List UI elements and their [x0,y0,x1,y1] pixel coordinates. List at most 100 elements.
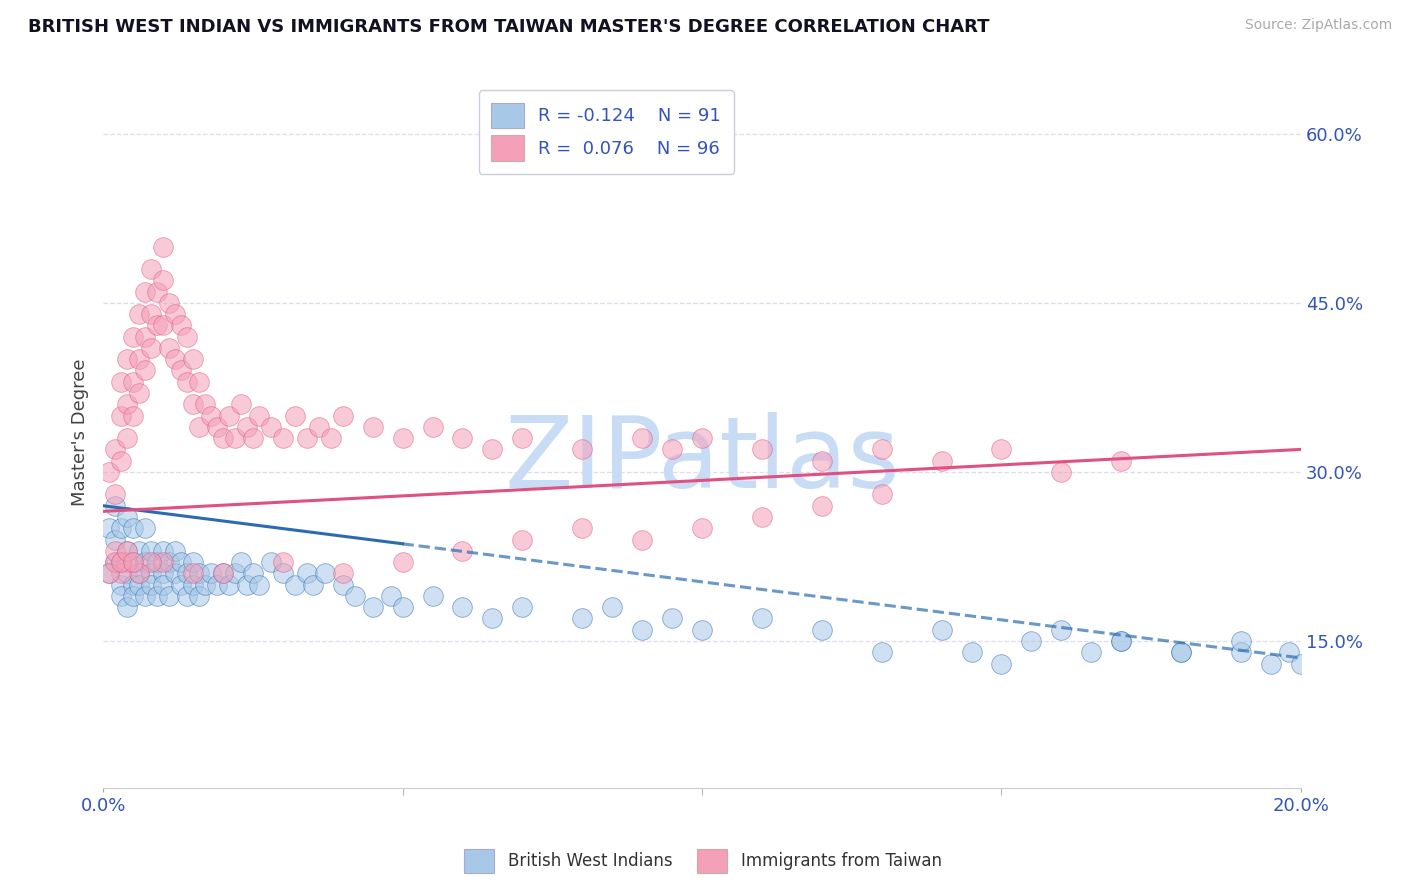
Point [422,420,444,434]
Point [810,499,832,513]
Point [990,442,1012,457]
Point [661,442,683,457]
Point [134,521,156,535]
Point [451,431,474,445]
Point [481,611,503,625]
Point [1109,634,1132,648]
Point [115,431,138,445]
Point [212,566,235,581]
Point [751,442,773,457]
Point [194,397,217,411]
Point [242,566,264,581]
Point [152,555,174,569]
Point [361,420,384,434]
Point [224,431,246,445]
Legend: R = -0.124    N = 91, R =  0.076    N = 96: R = -0.124 N = 91, R = 0.076 N = 96 [478,90,734,174]
Point [128,386,150,401]
Point [104,442,127,457]
Text: Source: ZipAtlas.com: Source: ZipAtlas.com [1244,18,1392,32]
Point [247,577,270,591]
Point [990,657,1012,671]
Point [451,544,474,558]
Text: BRITISH WEST INDIAN VS IMMIGRANTS FROM TAIWAN MASTER'S DEGREE CORRELATION CHART: BRITISH WEST INDIAN VS IMMIGRANTS FROM T… [28,18,990,36]
Point [115,397,138,411]
Point [295,431,318,445]
Point [128,566,150,581]
Point [122,589,145,603]
Point [1170,645,1192,659]
Point [170,318,193,333]
Point [1230,634,1253,648]
Point [115,352,138,367]
Point [157,589,180,603]
Point [631,431,654,445]
Point [361,600,384,615]
Point [631,533,654,547]
Point [104,544,127,558]
Point [931,453,953,467]
Point [870,645,893,659]
Point [218,577,240,591]
Point [128,307,150,321]
Point [205,577,228,591]
Point [157,341,180,355]
Point [512,600,534,615]
Y-axis label: Master's Degree: Master's Degree [72,359,89,507]
Point [571,611,593,625]
Point [194,577,217,591]
Point [146,318,169,333]
Point [115,544,138,558]
Point [380,589,402,603]
Point [128,544,150,558]
Point [271,566,294,581]
Point [163,352,186,367]
Point [1170,645,1192,659]
Point [218,409,240,423]
Point [236,577,259,591]
Point [122,521,145,535]
Point [271,431,294,445]
Point [134,589,156,603]
Point [170,577,193,591]
Point [115,600,138,615]
Point [110,577,132,591]
Point [176,589,198,603]
Point [1289,657,1312,671]
Point [1050,465,1073,479]
Point [122,329,145,343]
Point [98,566,121,581]
Point [134,555,156,569]
Point [200,409,222,423]
Point [810,453,832,467]
Point [690,623,713,637]
Point [110,453,132,467]
Point [152,577,174,591]
Point [152,318,174,333]
Point [314,566,336,581]
Point [512,431,534,445]
Point [188,420,211,434]
Point [110,555,132,569]
Point [122,555,145,569]
Point [188,375,211,389]
Point [1230,645,1253,659]
Point [451,600,474,615]
Point [181,566,204,581]
Point [284,409,307,423]
Point [343,589,366,603]
Point [163,566,186,581]
Point [128,577,150,591]
Point [301,577,323,591]
Point [146,555,169,569]
Point [110,555,132,569]
Point [115,510,138,524]
Point [115,544,138,558]
Point [181,352,204,367]
Point [139,577,162,591]
Point [1260,657,1282,671]
Point [122,375,145,389]
Point [134,329,156,343]
Point [188,589,211,603]
Point [139,544,162,558]
Point [110,566,132,581]
